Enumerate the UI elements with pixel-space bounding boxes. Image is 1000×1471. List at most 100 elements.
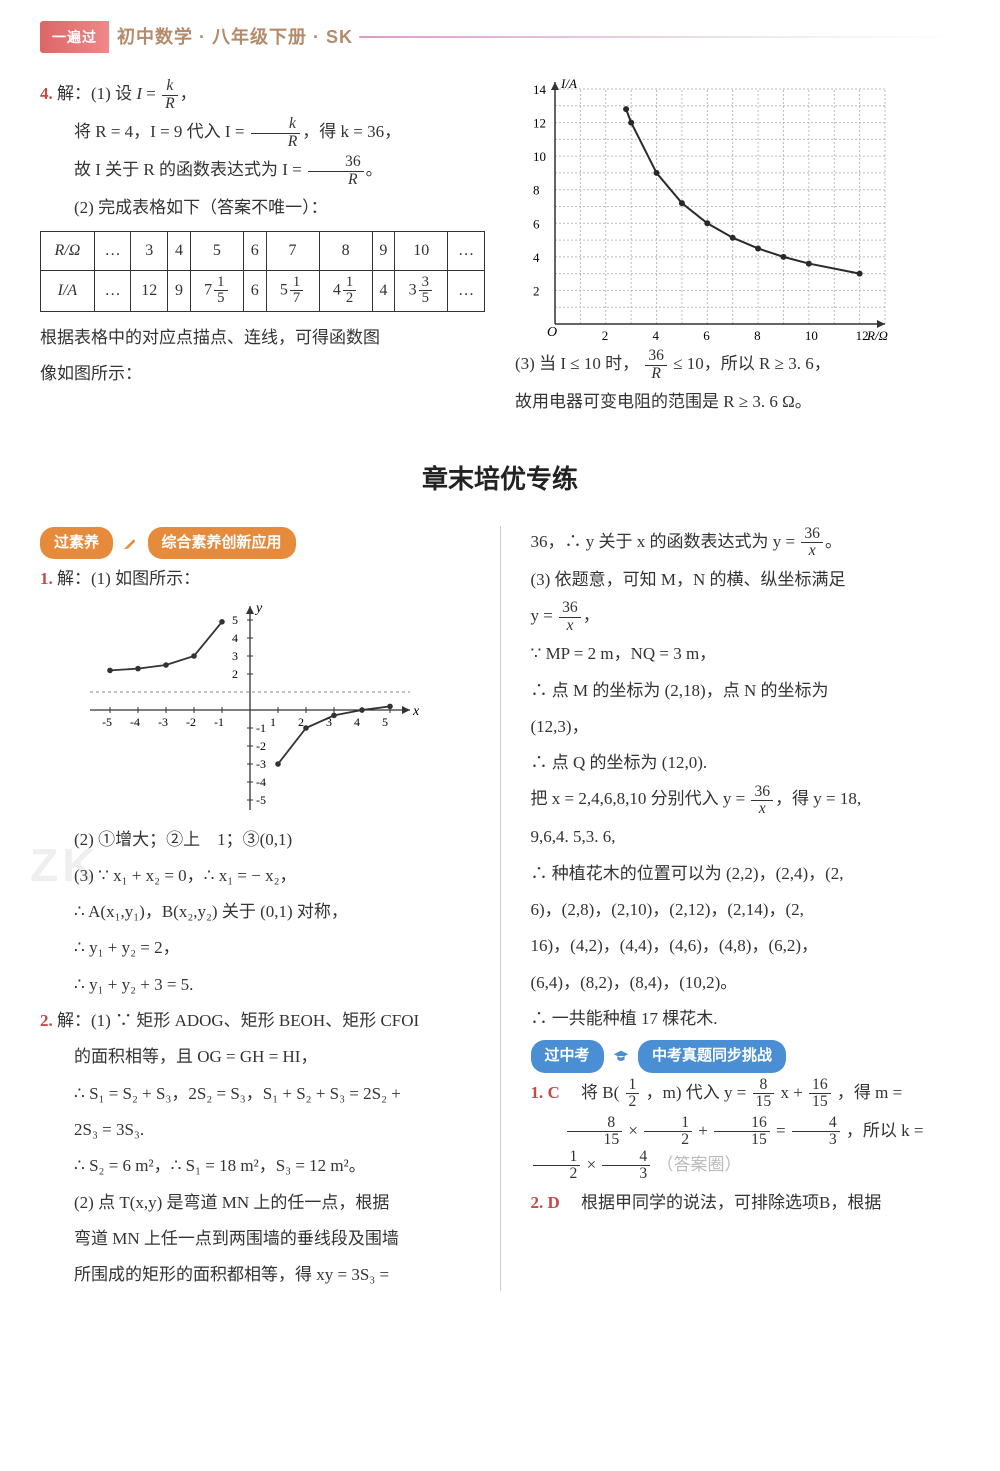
row-hdr: I/A [41,270,95,311]
q1-l4: ∴ A(x₁,y₁)，B(x₂,y₂) 关于 (0,1) 对称， [40,896,470,928]
svg-text:1: 1 [270,715,276,729]
r-l13: (6,4)，(8,2)，(8,4)，(10,2)。 [531,967,961,999]
q4-l3: 故 I 关于 R 的函数表达式为 I = 36R。 [40,154,485,188]
page-header: 一遍过 初中数学 · 八年级下册 · SK [40,20,960,54]
t: ，所以 k = [846,1121,924,1140]
svg-text:-5: -5 [102,715,112,729]
frac: 36R [308,154,364,188]
svg-text:y: y [254,601,263,616]
q1-l6: ∴ y₁ + y₂ + 3 = 5. [40,969,470,1001]
n: 36 [559,600,581,617]
q4-l5: 根据表格中的对应点描点、连线，可得函数图 [40,322,485,354]
t: 解：(1) 如图所示： [57,569,200,588]
n: 8 [567,1115,623,1132]
cell: … [448,270,485,311]
r-l1: 36，∴ y 关于 x 的函数表达式为 y = 36x。 [531,526,961,560]
r-l8: 把 x = 2,4,6,8,10 分别代入 y = 36x，得 y = 18, [531,783,961,817]
cell: 9 [168,270,191,311]
svg-text:5: 5 [382,715,388,729]
col-divider [500,526,501,1292]
d: x [559,618,581,634]
cell: 5 [190,231,243,270]
pill-orange: 过素养 [40,527,113,560]
t: = [776,1121,790,1140]
svg-text:10: 10 [805,328,818,343]
n: 4 [602,1149,650,1166]
r-l9: 9,6,4. 5,3. 6, [531,821,961,853]
cell: 3 [131,231,168,270]
pill-row-2: 过中考 中考真题同步挑战 [531,1039,961,1072]
svg-text:12: 12 [533,116,546,131]
pen-icon [121,534,139,552]
cell: 12 [131,270,168,311]
r-l3: y = 36x， [531,600,961,634]
bottom-section: 过素养 综合素养创新应用 1. 解：(1) 如图所示： x y -5 -4 -3 -2… [40,522,960,1296]
svg-text:I/A: I/A [560,76,577,91]
data-table: R/Ω … 3 4 5 6 7 8 9 10 … I/A … 12 9 [40,231,485,312]
d: 2 [644,1132,692,1148]
t: 将 R = 4，I = 9 代入 I = [74,122,249,141]
zk-q1: 1. C 将 B( 12 ，m) 代入 y = 815 x + 1615 ，得 … [531,1077,961,1111]
header-title: 初中数学 · 八年级下册 · SK [109,20,353,54]
t: × [587,1155,601,1174]
xy-graph: x y -5-4-3-2-112345-5-4-3-2-12345 [80,600,420,820]
q2: 2. 解：(1) ∵ 矩形 ADOG、矩形 BEOH、矩形 CFOI [40,1005,470,1037]
t2: ， [583,606,600,625]
pill-blue: 过中考 [531,1040,604,1073]
q4-l2: 将 R = 4，I = 9 代入 I = kR，得 k = 36， [40,116,485,150]
cell: 6 [243,270,266,311]
q4: 4. 解：(1) 设 I = kR， [40,78,485,112]
svg-text:10: 10 [533,149,546,164]
top-section: 4. 解：(1) 设 I = kR， 将 R = 4，I = 9 代入 I = … [40,74,960,422]
t: 36，∴ y 关于 x 的函数表达式为 y = [531,532,800,551]
cell: 9 [372,231,395,270]
n: 36 [308,154,364,171]
t: + [698,1121,712,1140]
q-label: 2. D [531,1193,560,1212]
cell: 10 [395,231,448,270]
svg-text:-2: -2 [256,739,266,753]
svg-text:14: 14 [533,82,547,97]
d: R [251,134,301,150]
d: 15 [753,1094,775,1110]
wm-inline: （答案圈） [656,1155,741,1174]
svg-text:-4: -4 [256,775,266,789]
n: 36 [645,348,667,365]
t: ，m) 代入 y = [646,1083,751,1102]
r-l14: ∴ 一共能种植 17 棵花木. [531,1003,961,1035]
q2-l4: 2S₃ = 3S₃. [40,1114,470,1146]
n: 4 [792,1115,840,1132]
svg-text:-1: -1 [214,715,224,729]
cell: 335 [395,270,448,311]
r-l11: 6)，(2,8)，(2,10)，(2,12)，(2,14)，(2, [531,894,961,926]
d: x [801,543,823,559]
q4-l4: (2) 完成表格如下（答案不唯一）： [40,192,485,224]
r-l12: 16)，(4,2)，(4,4)，(4,6)，(4,8)，(6,2)， [531,930,961,962]
q4-l1b: ， [180,84,197,103]
pill-orange2: 综合素养创新应用 [148,527,296,560]
r-l2: (3) 依题意，可知 M，N 的横、纵坐标满足 [531,564,961,596]
n: 36 [751,784,773,801]
svg-text:x: x [412,704,420,719]
svg-text:6: 6 [703,328,710,343]
zk-q1b: 815 × 12 + 1615 = 43 ，所以 k = 12 × 43 （答案… [531,1115,961,1183]
table-row: I/A … 12 9 715 6 517 412 4 335 … [41,270,485,311]
d: x [751,801,773,817]
t: 根据甲同学的说法，可排除选项B，根据 [581,1193,881,1212]
q2-l2: 的面积相等，且 OG = GH = HI， [40,1041,470,1073]
cell: 4 [168,231,191,270]
svg-text:-3: -3 [158,715,168,729]
t2: ≤ 10，所以 R ≥ 3. 6， [669,354,831,373]
cell: … [448,231,485,270]
svg-text:-5: -5 [256,793,266,807]
r-l4: ∵ MP = 2 m，NQ = 3 m， [531,638,961,670]
q1-label: 1. [40,569,53,588]
t: x + [780,1083,807,1102]
t: × [628,1121,642,1140]
n: 16 [809,1077,831,1094]
top-right-col: O 246810122468101214 R/Ω I/A (3) 当 I ≤ 1… [515,74,960,422]
bot-right-col: 36，∴ y 关于 x 的函数表达式为 y = 36x。 (3) 依题意，可知 … [531,522,961,1296]
d: 15 [714,1132,770,1148]
ir-graph: O 246810122468101214 R/Ω I/A [515,74,895,344]
t: 解：(1) ∵ 矩形 ADOG、矩形 BEOH、矩形 CFOI [57,1011,419,1030]
